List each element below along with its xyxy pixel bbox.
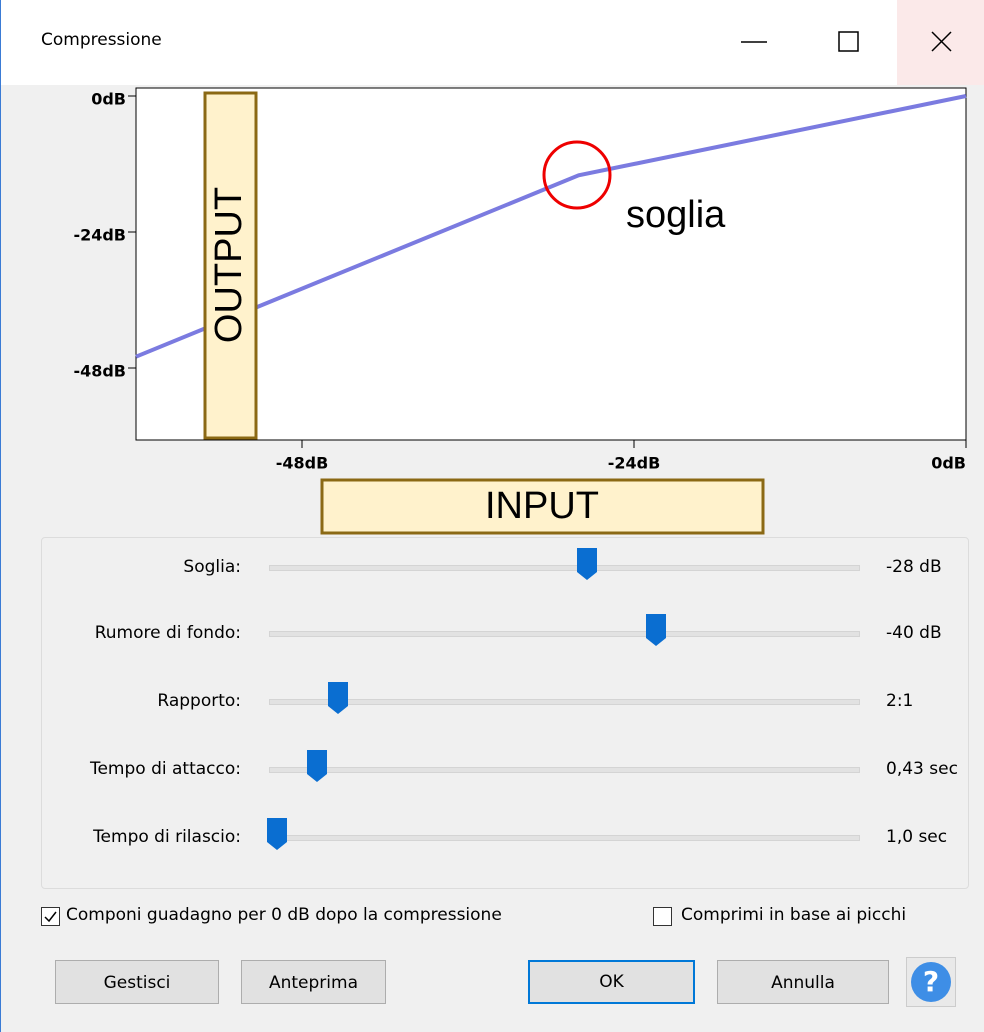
x-tick-label: -24dB [608,454,661,473]
slider-track [269,565,860,571]
slider-track [269,835,860,841]
checkbox[interactable] [41,907,60,926]
thumb-shape [267,818,287,850]
slider-label: Rumore di fondo: [94,623,241,643]
preview-button[interactable]: Anteprima [241,960,386,1004]
slider-track [269,767,860,773]
x-tick-label: -48dB [276,454,329,473]
slider-group [41,537,969,889]
output-box [203,91,258,440]
slider-label: Tempo di attacco: [89,759,241,779]
slider-value: 2:1 [886,691,914,711]
slider-track [269,699,860,705]
maximize-button[interactable] [838,31,859,52]
slider-value: -28 dB [886,557,942,577]
thumb-shape [307,750,327,782]
help-button[interactable]: ? [911,962,951,1002]
check-path [44,911,57,923]
y-tick-label: -48dB [73,362,126,381]
slider-thumb[interactable] [267,818,287,850]
slider-label: Soglia: [183,557,241,577]
slider-track [269,631,860,637]
input-label: INPUT [485,485,599,527]
checkbox-label: Componi guadagno per 0 dB dopo la compre… [66,905,502,925]
slider-value: -40 dB [886,623,942,643]
slider-thumb[interactable] [328,682,348,714]
ok-button[interactable]: OK [528,960,695,1004]
slider-thumb[interactable] [646,614,666,646]
slider-thumb[interactable] [577,548,597,580]
y-tick-label: -24dB [73,226,126,245]
thumb-shape [577,548,597,580]
manage-button[interactable]: Gestisci [55,960,219,1004]
window-title: Compressione [41,30,162,50]
input-box [320,478,765,535]
output-label: OUTPUT [208,187,250,343]
y-tick-label: 0dB [91,90,126,109]
close-icon [931,31,952,52]
slider-value: 1,0 sec [886,827,948,847]
checkbox[interactable] [653,907,672,926]
slider-value: 0,43 sec [886,759,958,779]
threshold-label: soglia [626,194,726,236]
check-mark [44,911,57,923]
cancel-button[interactable]: Annulla [717,960,889,1004]
thumb-shape [328,682,348,714]
slider-label: Rapporto: [157,691,241,711]
threshold-circle [542,140,612,210]
slider-label: Tempo di rilascio: [93,827,241,847]
thumb-shape [646,614,666,646]
curve-chart: 0dB -24dB -48dB -48dB -24dB 0dB OUTPUT INPUT sog… [73,0,984,535]
curve [135,94,967,359]
x-tick-label: 0dB [931,454,966,473]
plot-area [135,87,967,441]
slider-thumb[interactable] [307,750,327,782]
title-bar: Compressione [1,0,984,85]
checkbox-label: Comprimi in base ai picchi [681,905,907,925]
